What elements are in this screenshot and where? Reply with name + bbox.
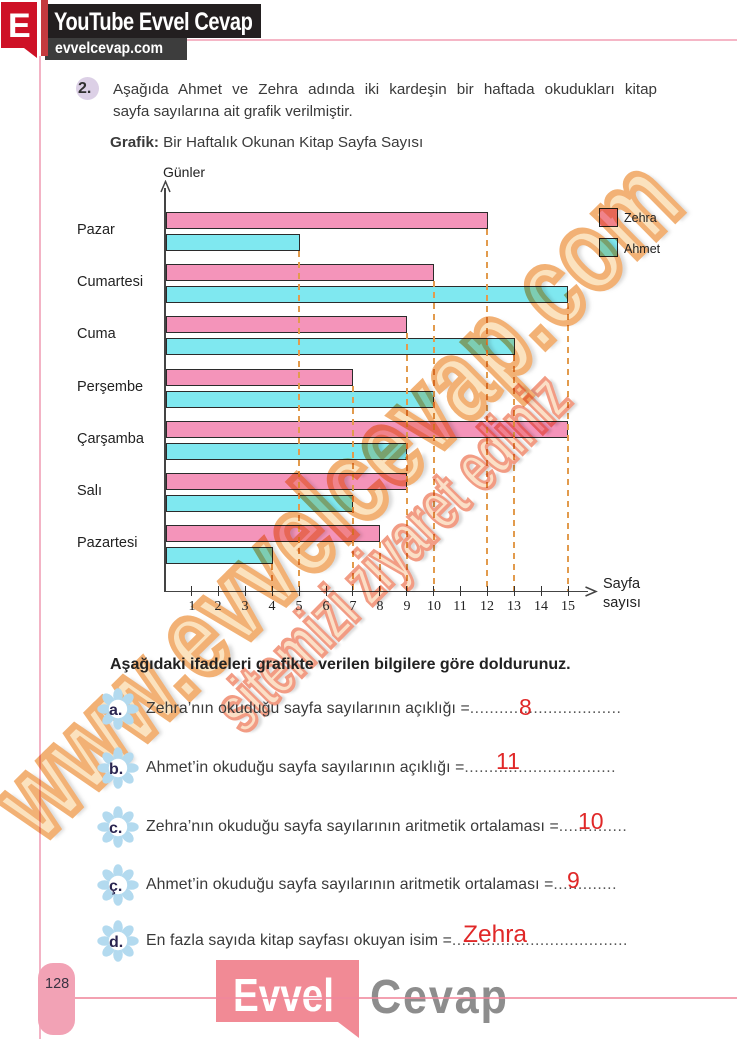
svg-text:a.: a. [109, 702, 122, 719]
svg-text:ç.: ç. [109, 878, 122, 895]
svg-text:d.: d. [109, 934, 123, 951]
svg-text:c.: c. [109, 820, 122, 837]
svg-text:b.: b. [109, 761, 123, 778]
